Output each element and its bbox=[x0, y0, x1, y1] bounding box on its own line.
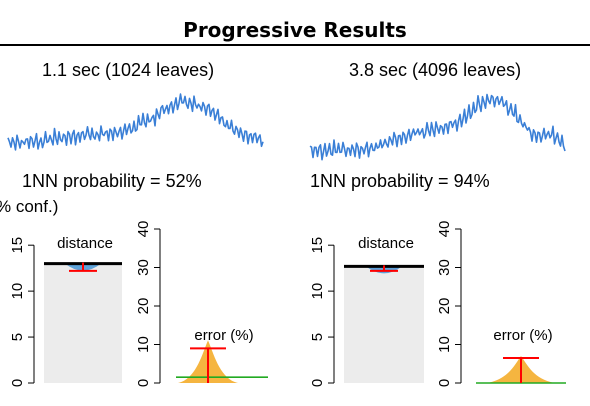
distance-tick-label-2-1: 5 bbox=[309, 333, 326, 341]
panel-2-prob-label: 1NN probability = 94% bbox=[310, 171, 490, 191]
panel-1-prob-label: 1NN probability = 52% bbox=[22, 171, 202, 191]
error-tick-label-1-1: 10 bbox=[135, 336, 152, 353]
distance-label-2: distance bbox=[358, 235, 414, 252]
distance-tick-label-2-2: 10 bbox=[309, 283, 326, 300]
error-label-2: error (%) bbox=[493, 327, 552, 344]
distance-tick-label-1-1: 5 bbox=[9, 333, 26, 341]
distance-tick-label-1-0: 0 bbox=[9, 379, 26, 387]
distance-label-1: distance bbox=[57, 235, 113, 252]
error-tick-label-2-0: 0 bbox=[436, 379, 453, 387]
error-tick-label-1-2: 20 bbox=[135, 298, 152, 315]
distance-tick-label-2-3: 15 bbox=[309, 237, 326, 254]
distance-tick-label-1-2: 10 bbox=[9, 283, 26, 300]
error-tick-label-1-4: 40 bbox=[135, 221, 152, 238]
error-tick-label-2-2: 20 bbox=[436, 298, 453, 315]
series-waveform-2 bbox=[309, 93, 566, 161]
distance-bar-1 bbox=[44, 263, 122, 383]
partial-conf-label: % conf.) bbox=[0, 197, 59, 216]
panel-2-time-label: 3.8 sec (4096 leaves) bbox=[349, 60, 522, 80]
distance-bar-2 bbox=[344, 266, 424, 383]
error-tick-label-1-0: 0 bbox=[135, 379, 152, 387]
panel-1-time-label: 1.1 sec (1024 leaves) bbox=[42, 60, 215, 80]
distance-tick-label-1-3: 15 bbox=[9, 237, 26, 254]
error-tick-label-2-3: 30 bbox=[436, 259, 453, 276]
distance-tick-label-2-0: 0 bbox=[309, 379, 326, 387]
title-rule bbox=[0, 44, 590, 46]
series-waveform-1 bbox=[7, 93, 264, 151]
error-tick-label-2-1: 10 bbox=[436, 336, 453, 353]
error-tick-label-1-3: 30 bbox=[135, 259, 152, 276]
error-label-1: error (%) bbox=[194, 327, 253, 344]
error-tick-label-2-4: 40 bbox=[436, 221, 453, 238]
chart-title: Progressive Results bbox=[183, 18, 407, 42]
